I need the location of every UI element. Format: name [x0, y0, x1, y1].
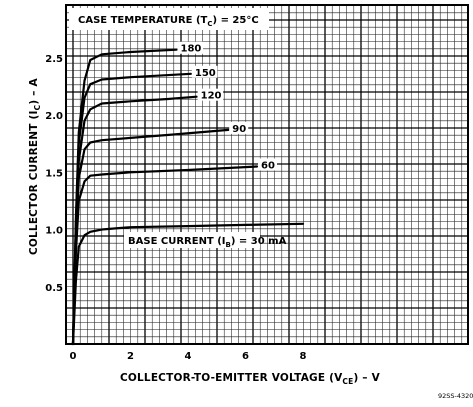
curve-ib-30 [71, 222, 305, 346]
x-tick-label: 2 [127, 351, 134, 362]
y-tick-label: 2.5 [45, 54, 63, 65]
curve-ib-60 [71, 165, 259, 346]
y-tick-label: 1.0 [45, 226, 63, 237]
x-tick-label: 6 [242, 351, 249, 362]
chart-title: CASE TEMPERATURE (TC) = 25°C [78, 15, 259, 28]
curve-label-bg [258, 158, 277, 171]
curve-label-bg [177, 41, 203, 54]
curve-ib-150 [71, 72, 192, 346]
tick-labels: 0 2 4 6 8 0.5 1.0 1.5 2.0 2.5 [45, 54, 306, 362]
x-tick-label: 8 [300, 351, 307, 362]
title-box [69, 8, 269, 30]
x-axis-label: COLLECTOR-TO-EMITTER VOLTAGE (VCE) – V [120, 372, 381, 386]
figure-number: 92SS-4320 [438, 392, 473, 400]
x-tick-label: 0 [70, 351, 77, 362]
y-tick-label: 1.5 [45, 168, 63, 179]
curve-ib-180 [71, 48, 178, 346]
curve-label-60: 60 [261, 161, 275, 172]
base-current-label: BASE CURRENT (IB) = 30 mA [128, 236, 287, 249]
curve-label-150: 150 [195, 68, 216, 79]
y-axis-label: COLLECTOR CURRENT (IC) – A [28, 78, 42, 255]
y-tick-label: 2.0 [45, 111, 63, 122]
curve-label-bg [229, 121, 249, 134]
x-tick-label: 4 [185, 351, 192, 362]
title-subscript: C [207, 20, 212, 28]
y-tick-label: 0.5 [45, 283, 63, 294]
curve-label-bg [197, 88, 224, 101]
chart-grid [66, 5, 468, 345]
curve-label-bg [191, 65, 218, 78]
plot-frame [65, 4, 469, 345]
base-current-box [124, 232, 260, 248]
curve-label-180: 180 [181, 44, 202, 55]
curve-label-90: 90 [232, 124, 246, 135]
chart-curves: 60 90 120 150 180 [71, 41, 305, 346]
curve-label-120: 120 [201, 91, 222, 102]
